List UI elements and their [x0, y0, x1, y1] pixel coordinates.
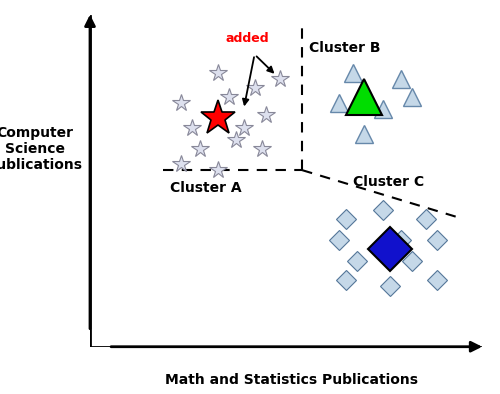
Text: Math and Statistics Publications: Math and Statistics Publications [164, 373, 418, 387]
Text: Cluster C: Cluster C [354, 175, 424, 189]
Text: added: added [226, 32, 269, 45]
Text: Computer
Science
Publications: Computer Science Publications [0, 126, 83, 172]
Text: Cluster A: Cluster A [170, 181, 242, 195]
Text: Cluster B: Cluster B [310, 41, 381, 55]
